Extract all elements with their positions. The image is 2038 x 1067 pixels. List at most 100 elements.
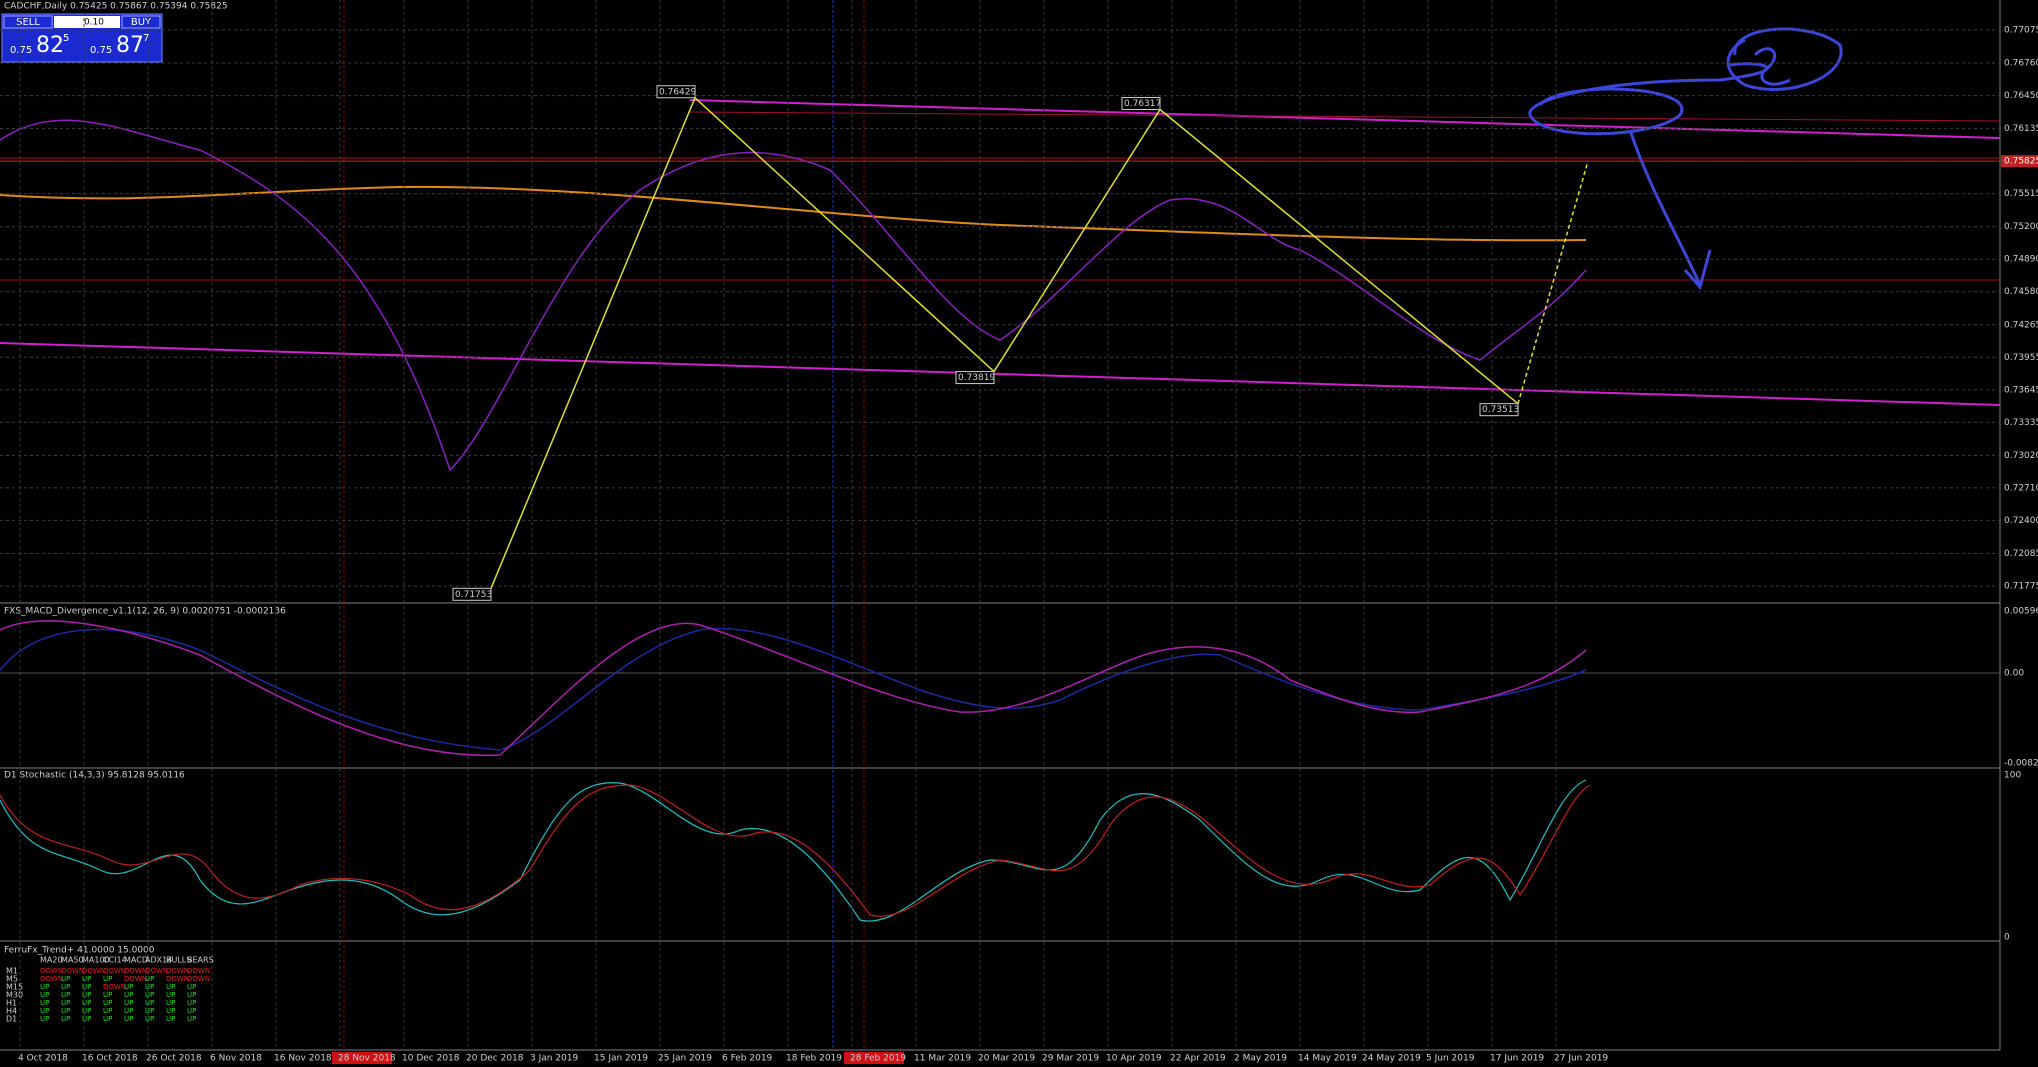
- bid-tail: 5: [63, 33, 69, 44]
- trend-timeframe: M5: [6, 975, 18, 984]
- hand-annotation: [1528, 62, 1769, 136]
- price-tick-label: 0.76135: [2004, 124, 2038, 134]
- zigzag-label-box: [955, 371, 995, 385]
- trend-timeframe: H1: [6, 999, 17, 1008]
- trend-cell: UP: [82, 975, 91, 983]
- trend-timeframe: H4: [6, 1007, 17, 1016]
- trend-cell: UP: [40, 999, 49, 1007]
- trend-cell: UP: [103, 1015, 112, 1023]
- price-tick-label: 0.71775: [2004, 582, 2038, 592]
- hand-annotation: [1628, 129, 1712, 291]
- channel-line: [0, 342, 2001, 406]
- price-tick-label: 0.72085: [2004, 549, 2038, 559]
- trend-cell: UP: [124, 999, 133, 1007]
- zigzag-label: 0.73819: [958, 373, 995, 383]
- trend-cell: UP: [103, 999, 112, 1007]
- bid-prefix: 0.75: [10, 45, 32, 56]
- trend-cell: UP: [61, 983, 70, 991]
- hand-annotation: [1726, 27, 1843, 91]
- trend-cell: UP: [61, 991, 70, 999]
- trend-cell: UP: [145, 1007, 154, 1015]
- trend-cell: UP: [40, 1007, 49, 1015]
- date-label: 24 May 2019: [1362, 1054, 1421, 1064]
- trend-cell: UP: [124, 1015, 133, 1023]
- trend-cell: UP: [124, 1007, 133, 1015]
- ask-main: 87: [116, 33, 144, 58]
- trend-cell: UP: [145, 991, 154, 999]
- trend-cell: UP: [82, 983, 91, 991]
- trend-cell: UP: [82, 1007, 91, 1015]
- price-tick-label: 0.72400: [2004, 516, 2038, 526]
- price-tick-label: 0.74580: [2004, 287, 2038, 297]
- trend-cell: UP: [40, 991, 49, 999]
- date-label: 14 May 2019: [1298, 1054, 1357, 1064]
- trend-cell: UP: [187, 1007, 196, 1015]
- trend-cell: UP: [145, 1015, 154, 1023]
- trend-column: MA20: [40, 956, 63, 965]
- trend-cell: UP: [187, 991, 196, 999]
- date-label: 15 Jan 2019: [594, 1054, 648, 1064]
- trend-cell: DOWN: [166, 967, 189, 975]
- date-label: 11 Mar 2019: [914, 1054, 971, 1064]
- buy-label[interactable]: BUY: [131, 17, 152, 28]
- lot-input[interactable]: [54, 16, 120, 28]
- date-highlight: [332, 1052, 392, 1064]
- trend-cell: UP: [103, 1007, 112, 1015]
- trend-cell: UP: [40, 983, 49, 991]
- resistance-line: [689, 111, 2001, 122]
- trend-cell: UP: [40, 1015, 49, 1023]
- stoch-axis-label: 100: [2004, 771, 2021, 781]
- trend-column: MACD: [124, 956, 148, 965]
- trend-timeframe: M30: [6, 991, 23, 1000]
- trend-cell: UP: [166, 1015, 175, 1023]
- trend-cell: DOWN: [124, 975, 147, 983]
- date-label: 4 Oct 2018: [18, 1054, 68, 1064]
- macd-main: [0, 620, 1587, 757]
- trend-cell: DOWN: [187, 975, 210, 983]
- trend-cell: DOWN: [103, 967, 126, 975]
- buy-button[interactable]: [121, 15, 161, 29]
- trend-timeframe: D1: [6, 1015, 17, 1024]
- price-tick-label: 0.73335: [2004, 418, 2038, 428]
- trend-column: CCI14: [103, 956, 127, 965]
- macd-axis-label: 0.00: [2004, 669, 2024, 679]
- price-tick-label: 0.73645: [2004, 385, 2038, 395]
- trend-cell: UP: [103, 991, 112, 999]
- date-label: 26 Oct 2018: [146, 1054, 202, 1064]
- macd-axis-label: -0.0082408: [2004, 759, 2038, 769]
- zigzag-label-box: [452, 587, 492, 601]
- trend-cell: DOWN: [61, 967, 84, 975]
- trend-cell: UP: [145, 975, 154, 983]
- stoch-signal: [0, 784, 1591, 917]
- sell-label[interactable]: SELL: [16, 17, 40, 28]
- zigzag-label-box: [656, 85, 696, 99]
- date-label: 16 Nov 2018: [274, 1054, 332, 1064]
- trend-cell: UP: [103, 975, 112, 983]
- lot-value[interactable]: 0.10: [84, 18, 104, 28]
- trend-column: MA50: [61, 956, 84, 965]
- price-tick-label: 0.74265: [2004, 320, 2038, 330]
- trend-cell: DOWN: [40, 967, 63, 975]
- price-tick-label: 0.76760: [2004, 59, 2038, 69]
- trend-cell: UP: [187, 1015, 196, 1023]
- trend-cell: UP: [82, 991, 91, 999]
- price-tick-label: 0.77075: [2004, 26, 2038, 36]
- stoch-main: [0, 779, 1587, 922]
- date-label: 5 Jun 2019: [1426, 1054, 1475, 1064]
- trend-title: FerruFx_Trend+ 41.0000 15.0000: [4, 946, 155, 956]
- price-tick-label: 0.73955: [2004, 353, 2038, 363]
- current-price-box: [2001, 155, 2038, 168]
- trend-column: BULLS: [166, 956, 191, 965]
- hand-annotation: [1753, 47, 1791, 86]
- macd-title: FXS_MACD_Divergence_v1.1(12, 26, 9) 0.00…: [4, 607, 286, 617]
- trend-cell: UP: [166, 999, 175, 1007]
- date-label: 18 Feb 2019: [786, 1054, 842, 1064]
- date-label: 20 Dec 2018: [466, 1054, 524, 1064]
- zigzag-label: 0.76317: [1124, 99, 1161, 109]
- date-label: 28 Nov 2018: [338, 1054, 396, 1064]
- trend-cell: DOWN: [166, 975, 189, 983]
- current-price-label: 0.75825: [2004, 157, 2038, 167]
- trend-cell: UP: [82, 999, 91, 1007]
- trend-cell: UP: [166, 991, 175, 999]
- sell-button[interactable]: [3, 15, 53, 29]
